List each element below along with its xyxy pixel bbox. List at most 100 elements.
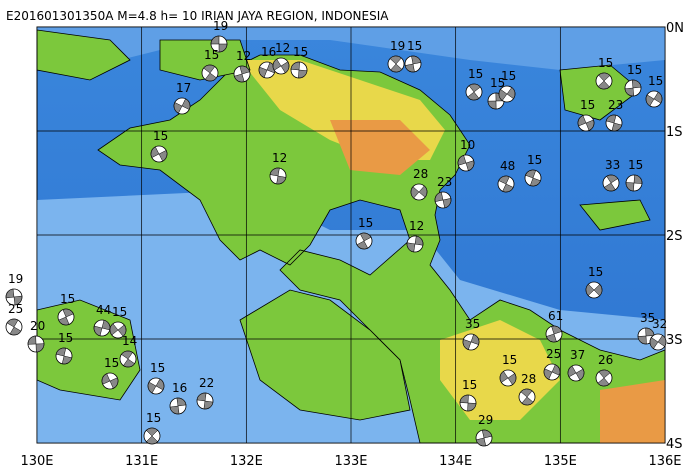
lon-label: 131E bbox=[125, 454, 158, 469]
beachball: 12 bbox=[272, 41, 290, 75]
beachball-quadrant bbox=[585, 119, 595, 131]
beachball: 35 bbox=[462, 317, 480, 351]
event-label: 19 bbox=[390, 39, 405, 53]
lon-label: 136E bbox=[648, 454, 681, 469]
lat-label: 0N bbox=[666, 21, 684, 36]
beachball: 15 bbox=[201, 48, 219, 82]
beachball: 15 bbox=[499, 353, 517, 387]
beachball: 29 bbox=[475, 413, 493, 447]
beachball-quadrant bbox=[173, 102, 183, 114]
beachball-quadrant bbox=[551, 325, 562, 335]
beachball-quadrant bbox=[239, 65, 250, 75]
event-label: 16 bbox=[261, 45, 276, 59]
beachball-quadrant bbox=[467, 91, 480, 101]
beachball-quadrant bbox=[502, 183, 514, 193]
beachball-quadrant bbox=[6, 318, 19, 328]
beachball-quadrant bbox=[276, 175, 287, 185]
lat-label: 3S bbox=[666, 333, 683, 348]
beachball-quadrant bbox=[481, 429, 493, 439]
beachball-quadrant bbox=[506, 87, 516, 100]
event-label: 35 bbox=[465, 317, 480, 331]
beachball: 15 bbox=[524, 153, 542, 187]
beachball-quadrant bbox=[406, 242, 416, 253]
beachball-quadrant bbox=[109, 377, 119, 389]
axis-labels: 130E 131E 132E 133E 134E 135E 136E 0N 1S 2S 3S 4S bbox=[20, 21, 684, 469]
beachball: 26 bbox=[595, 353, 613, 387]
beachball-quadrant bbox=[5, 288, 15, 299]
beachball-quadrant bbox=[117, 324, 127, 337]
beachball-quadrant bbox=[203, 64, 216, 74]
beachball-quadrant bbox=[551, 364, 561, 376]
beachball-quadrant bbox=[606, 174, 619, 184]
beachball-quadrant bbox=[653, 91, 663, 104]
lon-label: 134E bbox=[439, 454, 472, 469]
beachball-quadrant bbox=[218, 43, 228, 53]
event-label: 12 bbox=[275, 41, 290, 55]
beachball-quadrant bbox=[196, 392, 207, 402]
beachball-quadrant bbox=[158, 150, 168, 162]
event-label: 15 bbox=[501, 69, 516, 83]
beachball-quadrant bbox=[181, 98, 191, 110]
beachball: 15 bbox=[465, 67, 483, 101]
beachball-quadrant bbox=[603, 182, 616, 192]
event-label: 14 bbox=[122, 334, 137, 348]
beachball: 15 bbox=[459, 378, 477, 412]
lat-label: 2S bbox=[666, 229, 683, 244]
beachball-quadrant bbox=[520, 388, 533, 398]
beachball: 15 bbox=[150, 129, 168, 163]
beachball: 20 bbox=[27, 319, 45, 353]
beachball-quadrant bbox=[13, 295, 23, 306]
beachball-quadrant bbox=[434, 191, 444, 202]
lon-label: 130E bbox=[20, 454, 53, 469]
beachball-quadrant bbox=[585, 283, 595, 296]
event-label: 15 bbox=[204, 48, 219, 62]
event-label: 17 bbox=[176, 81, 191, 95]
beachball-quadrant bbox=[123, 358, 135, 368]
island bbox=[159, 39, 251, 81]
beachball-quadrant bbox=[498, 88, 508, 101]
beachball-quadrant bbox=[150, 146, 160, 158]
beachball: 15 bbox=[55, 331, 73, 365]
beachball: 15 bbox=[498, 69, 516, 103]
beachball-quadrant bbox=[176, 397, 187, 407]
beachball-quadrant bbox=[468, 83, 481, 93]
beachball: 28 bbox=[518, 372, 536, 406]
beachball-quadrant bbox=[58, 316, 70, 326]
beachball-quadrant bbox=[577, 115, 587, 127]
beachball-quadrant bbox=[389, 55, 402, 65]
beachball: 12 bbox=[269, 151, 287, 185]
beachball-quadrant bbox=[462, 339, 472, 350]
beachball-quadrant bbox=[597, 80, 610, 90]
event-label: 15 bbox=[648, 74, 663, 88]
beachball-quadrant bbox=[418, 185, 428, 198]
event-label: 15 bbox=[502, 353, 517, 367]
highland bbox=[600, 380, 665, 443]
graticule bbox=[36, 26, 666, 444]
beachball-quadrant bbox=[359, 232, 372, 242]
beachball-quadrant bbox=[631, 79, 642, 89]
lat-label: 1S bbox=[666, 125, 683, 140]
lon-label: 132E bbox=[230, 454, 263, 469]
beachball: 22 bbox=[196, 376, 214, 410]
beachball: 25 bbox=[5, 302, 23, 336]
beachball-quadrant bbox=[637, 335, 647, 345]
beachball-quadrant bbox=[467, 402, 477, 412]
beachball-quadrant bbox=[155, 378, 165, 391]
island bbox=[559, 64, 641, 121]
beachball-quadrant bbox=[625, 182, 635, 192]
beachball: 15 bbox=[595, 56, 613, 90]
beachball: 16 bbox=[169, 381, 187, 415]
beachball: 12 bbox=[406, 219, 424, 253]
beachball-quadrant bbox=[525, 169, 537, 179]
beachball: 15 bbox=[624, 63, 642, 97]
event-label: 26 bbox=[598, 353, 613, 367]
event-label: 15 bbox=[146, 411, 161, 425]
beachball: 25 bbox=[543, 347, 561, 381]
event-label: 15 bbox=[60, 292, 75, 306]
beachball-quadrant bbox=[61, 355, 73, 365]
event-label: 37 bbox=[570, 348, 585, 362]
event-label: 61 bbox=[548, 309, 563, 323]
map-title: E201601301350A M=4.8 h= 10 IRIAN JAYA RE… bbox=[6, 9, 389, 23]
